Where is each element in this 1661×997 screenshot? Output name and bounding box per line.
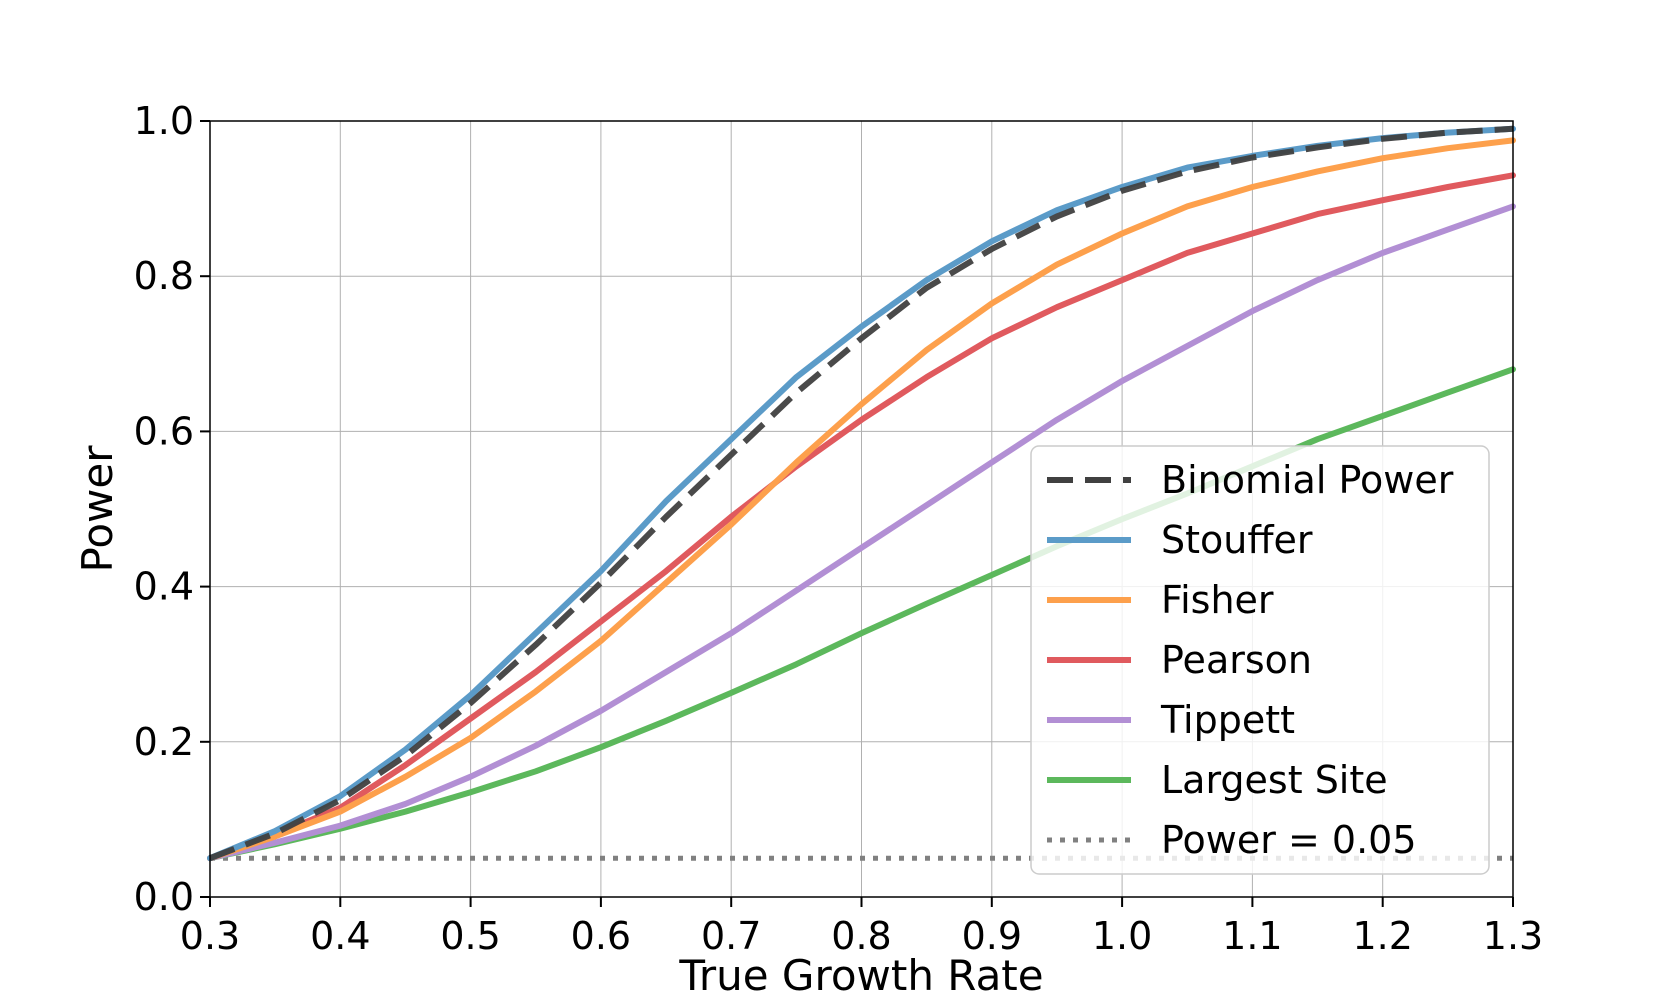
x-tick-label: 0.5 [440,914,500,958]
y-tick-label: 0.6 [134,409,194,453]
y-tick-label: 0.0 [134,875,194,919]
series-line-tippett [207,203,1516,862]
legend-label: Power = 0.05 [1161,818,1417,862]
series-line-fisher [207,137,1516,862]
y-tick-label: 1.0 [134,99,194,143]
x-tick-label: 1.1 [1222,914,1282,958]
legend-label: Binomial Power [1161,458,1454,502]
x-tick-label: 0.9 [962,914,1022,958]
x-tick-label: 0.7 [701,914,761,958]
tick-labels: 0.3 0.4 0.5 0.6 0.7 0.8 0.9 1.0 1.1 1.2 1.3 0.0 0.2 0… [134,99,1544,958]
x-tick-label: 0.6 [571,914,631,958]
legend-label: Fisher [1161,578,1274,622]
series-line-binomial-power [208,125,1514,862]
x-axis-label: True Growth Rate [678,951,1043,997]
series-line-stouffer [207,125,1516,862]
legend-box [1030,445,1490,875]
x-tick-label: 1.3 [1483,914,1543,958]
series-line-pearson [207,172,1516,862]
x-tick-label: 0.3 [180,914,240,958]
y-axis-label: Power [73,445,122,573]
x-tick-label: 1.0 [1092,914,1152,958]
legend-label: Tippett [1160,698,1295,742]
y-tick-label: 0.2 [134,720,194,764]
axes [200,120,1514,907]
x-tick-label: 1.2 [1352,914,1412,958]
y-tick-label: 0.8 [134,254,194,298]
legend: Binomial Power Stouffer Fisher Pearson Tippe… [1030,445,1490,875]
x-tick-label: 0.4 [310,914,370,958]
legend-label: Stouffer [1161,518,1313,562]
legend-label: Pearson [1161,638,1312,682]
legend-label: Largest Site [1161,758,1388,802]
x-tick-label: 0.8 [831,914,891,958]
y-tick-label: 0.4 [134,565,194,609]
